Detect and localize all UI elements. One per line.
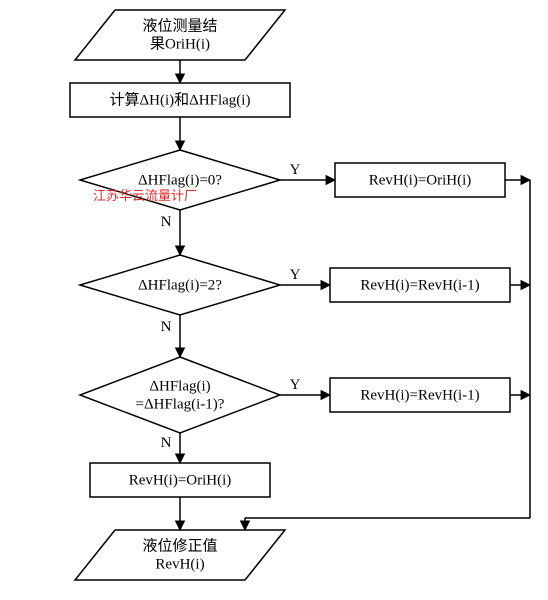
r2: RevH(i)=RevH(i-1): [330, 268, 510, 302]
d2: ΔHFlag(i)=2?: [80, 255, 280, 315]
d3: ΔHFlag(i) =ΔHFlag(i-1)?: [80, 357, 280, 433]
edge-label-6: Y: [290, 377, 301, 393]
calc: 计算ΔH(i)和ΔHFlag(i): [70, 83, 290, 117]
r1-text-0: RevH(i)=OriH(i): [369, 172, 472, 188]
end-text-1: RevH(i): [155, 556, 204, 572]
edge-label-4: Y: [290, 267, 301, 283]
assign-text-0: RevH(i)=OriH(i): [129, 472, 232, 488]
edge-label-5: N: [161, 319, 172, 335]
start: 液位测量结果OriH(i): [75, 10, 285, 60]
r2-text-0: RevH(i)=RevH(i-1): [360, 277, 479, 293]
assign: RevH(i)=OriH(i): [90, 463, 270, 497]
start-text-1: 果OriH(i): [150, 36, 210, 52]
watermark: 江苏华云流量计厂: [93, 188, 197, 203]
r3-text-0: RevH(i)=RevH(i-1): [360, 387, 479, 403]
end: 液位修正值 RevH(i): [75, 530, 285, 580]
edge-label-3: N: [161, 214, 172, 230]
d3-text-0: ΔHFlag(i): [149, 378, 210, 394]
calc-text-0: 计算ΔH(i)和ΔHFlag(i): [110, 90, 251, 108]
start-text-0: 液位测量结: [142, 17, 217, 34]
r1: RevH(i)=OriH(i): [335, 163, 505, 197]
edge-label-7: N: [161, 435, 172, 451]
d2-text-0: ΔHFlag(i)=2?: [138, 277, 222, 293]
r3: RevH(i)=RevH(i-1): [330, 378, 510, 412]
d3-text-1: =ΔHFlag(i-1)?: [136, 396, 225, 412]
end-text-0: 液位修正值: [142, 537, 217, 554]
edge-label-2: Y: [290, 162, 301, 178]
d1-text-0: ΔHFlag(i)=0?: [138, 172, 222, 188]
